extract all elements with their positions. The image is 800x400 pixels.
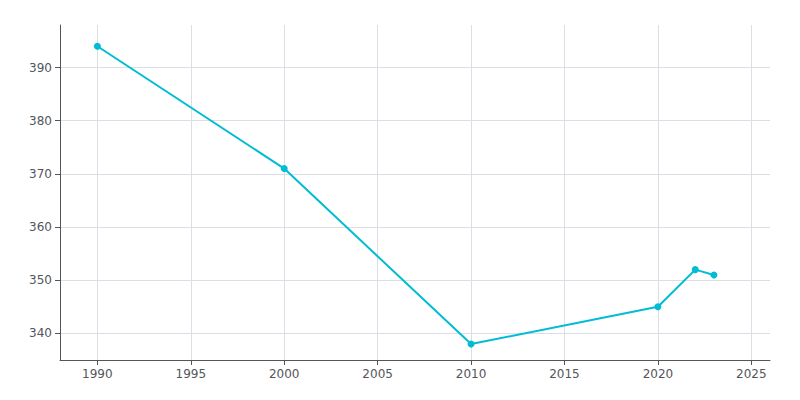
svg-text:380: 380	[29, 114, 52, 128]
svg-text:2020: 2020	[643, 367, 674, 381]
svg-text:2010: 2010	[456, 367, 487, 381]
svg-text:350: 350	[29, 273, 52, 287]
svg-text:2025: 2025	[736, 367, 767, 381]
svg-text:390: 390	[29, 61, 52, 75]
svg-text:1990: 1990	[82, 367, 113, 381]
svg-text:2005: 2005	[362, 367, 393, 381]
svg-text:360: 360	[29, 220, 52, 234]
svg-text:2015: 2015	[549, 367, 580, 381]
svg-text:340: 340	[29, 326, 52, 340]
svg-text:370: 370	[29, 167, 52, 181]
svg-text:2000: 2000	[269, 367, 300, 381]
svg-text:1995: 1995	[176, 367, 207, 381]
